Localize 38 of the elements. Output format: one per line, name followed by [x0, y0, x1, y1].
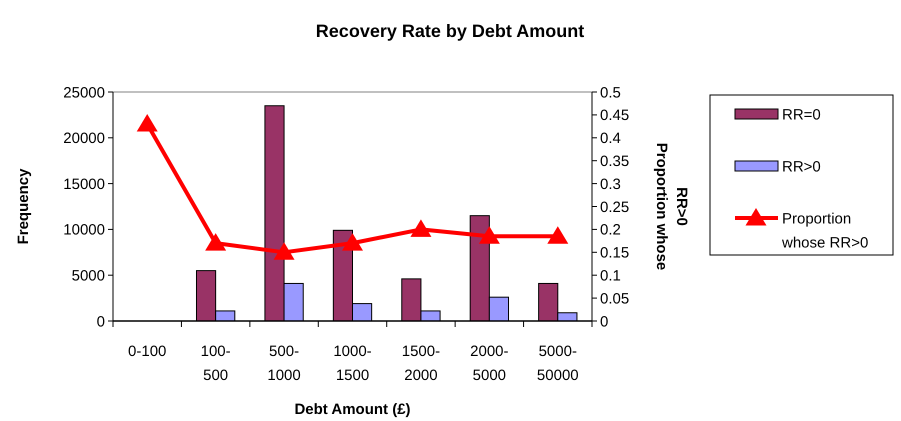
y2-tick-label: 0.1 — [600, 267, 621, 284]
y-tick-label: 25000 — [63, 84, 105, 102]
y2-tick-label: 0 — [600, 313, 608, 330]
y2-tick-label: 0.3 — [600, 176, 621, 193]
y-tick-label: 0 — [96, 313, 105, 330]
point — [547, 226, 568, 244]
y2-tick-label: 0.35 — [600, 152, 630, 170]
point — [136, 114, 158, 132]
point — [342, 233, 363, 251]
y2-tick-label: 0.45 — [600, 107, 630, 124]
x-tick-label: 5000-50000 — [536, 343, 579, 384]
x-axis-title: Debt Amount (£) — [294, 401, 411, 418]
point — [410, 219, 432, 237]
y2-tick-label: 0.05 — [600, 290, 630, 308]
y2-tick-label: 0.4 — [600, 130, 621, 148]
y-tick-label: 5000 — [72, 267, 105, 284]
y-tick-label: 10000 — [63, 222, 105, 239]
x-tick-label: 2000-5000 — [470, 343, 509, 384]
y2-tick-label: 0.5 — [600, 84, 621, 102]
y2-tick-label: 0.15 — [600, 244, 630, 262]
x-tick-label: 100-500 — [200, 343, 231, 384]
point — [205, 233, 226, 251]
x-tick-label: 0-100 — [128, 343, 166, 360]
legend-label: RR>0 — [782, 158, 821, 176]
y2-axis-title: Proportion whose RR>0 — [653, 142, 690, 270]
y2-tick-label: 0.25 — [600, 198, 630, 216]
legend-label: Proportion whose RR>0 — [781, 210, 868, 252]
point — [478, 226, 500, 244]
legend-label: RR=0 — [782, 106, 821, 124]
point — [274, 242, 295, 260]
chart-title: Recovery Rate by Debt Amount — [316, 21, 584, 41]
y-axis-title: Frequency — [15, 168, 32, 244]
y-tick-label: 20000 — [63, 130, 105, 148]
x-tick-label: 1000-1500 — [333, 343, 372, 384]
x-tick-label: 500-1000 — [267, 343, 301, 384]
y-tick-label: 15000 — [63, 176, 105, 193]
x-tick-label: 1500-2000 — [402, 343, 440, 384]
y2-tick-label: 0.2 — [600, 222, 621, 239]
